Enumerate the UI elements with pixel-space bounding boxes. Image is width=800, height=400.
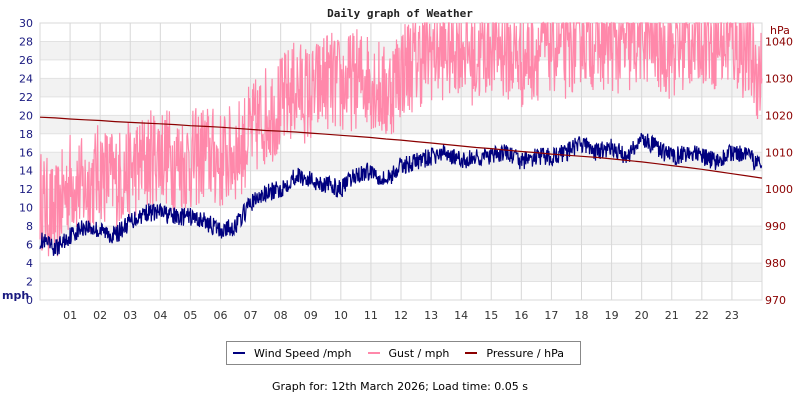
- legend-label: Gust / mph: [388, 346, 450, 360]
- y-axis-right: 970 980 990 1000 1010 1020 1030 1040: [765, 35, 793, 307]
- svg-text:2: 2: [26, 276, 33, 289]
- svg-text:1010: 1010: [765, 146, 793, 159]
- legend-item-gust: Gust / mph: [367, 346, 450, 360]
- svg-text:09: 09: [304, 309, 318, 322]
- x-axis: 01 02 03 04 05 06 07 08 09 10 11 12 13 14 15 16 17 18 19 20…: [63, 309, 739, 322]
- svg-text:12: 12: [19, 183, 33, 196]
- svg-text:30: 30: [19, 17, 33, 30]
- svg-text:08: 08: [274, 309, 288, 322]
- legend-item-pressure: Pressure / hPa: [465, 347, 564, 360]
- svg-text:05: 05: [183, 309, 197, 322]
- svg-text:10: 10: [334, 309, 348, 322]
- svg-text:980: 980: [765, 257, 786, 270]
- gust-series: [39, 21, 763, 257]
- svg-text:20: 20: [635, 309, 649, 322]
- svg-text:20: 20: [19, 109, 33, 122]
- svg-text:07: 07: [244, 309, 258, 322]
- gust-swatch-icon: [367, 352, 380, 354]
- svg-text:11: 11: [364, 309, 378, 322]
- svg-text:970: 970: [765, 294, 786, 307]
- svg-text:22: 22: [19, 91, 33, 104]
- svg-text:02: 02: [93, 309, 107, 322]
- svg-text:13: 13: [424, 309, 438, 322]
- svg-text:8: 8: [26, 220, 33, 233]
- svg-text:21: 21: [665, 309, 679, 322]
- right-axis-unit: hPa: [770, 24, 790, 37]
- pressure-series: [39, 116, 763, 179]
- svg-text:15: 15: [484, 309, 498, 322]
- svg-text:17: 17: [544, 309, 558, 322]
- svg-text:18: 18: [575, 309, 589, 322]
- legend-item-wind-speed: Wind Speed /mph: [233, 347, 352, 360]
- wind-speed-series: [39, 132, 763, 256]
- svg-text:10: 10: [19, 202, 33, 215]
- footer-status: Graph for: 12th March 2026; Load time: 0…: [271, 380, 529, 393]
- svg-text:14: 14: [19, 165, 33, 178]
- svg-text:6: 6: [26, 239, 33, 252]
- pressure-swatch-icon: [465, 352, 478, 354]
- svg-text:22: 22: [695, 309, 709, 322]
- svg-text:14: 14: [454, 309, 468, 322]
- svg-text:01: 01: [63, 309, 77, 322]
- svg-text:18: 18: [19, 128, 33, 141]
- svg-text:16: 16: [514, 309, 528, 322]
- svg-text:12: 12: [394, 309, 408, 322]
- svg-text:23: 23: [725, 309, 739, 322]
- svg-text:0: 0: [26, 294, 33, 307]
- legend-label: Wind Speed /mph: [254, 346, 352, 360]
- chart-title: Daily graph of Weather: [327, 7, 473, 20]
- legend-label: Pressure / hPa: [486, 346, 564, 360]
- svg-text:1040: 1040: [765, 35, 793, 48]
- svg-text:06: 06: [214, 309, 228, 322]
- svg-text:1030: 1030: [765, 72, 793, 85]
- wind-speed-swatch-icon: [233, 352, 245, 354]
- svg-text:19: 19: [605, 309, 619, 322]
- svg-text:1000: 1000: [765, 183, 793, 196]
- svg-text:990: 990: [765, 220, 786, 233]
- svg-text:28: 28: [19, 35, 33, 48]
- svg-text:03: 03: [123, 309, 137, 322]
- left-axis-unit: mph: [2, 289, 29, 302]
- svg-text:4: 4: [26, 257, 33, 270]
- svg-text:26: 26: [19, 54, 33, 67]
- svg-text:1020: 1020: [765, 109, 793, 122]
- plot-area: [39, 22, 763, 301]
- svg-text:24: 24: [19, 72, 33, 85]
- svg-text:04: 04: [153, 309, 167, 322]
- svg-text:16: 16: [19, 146, 33, 159]
- legend: Wind Speed /mph Gust / mph Pressure / hP…: [226, 341, 581, 365]
